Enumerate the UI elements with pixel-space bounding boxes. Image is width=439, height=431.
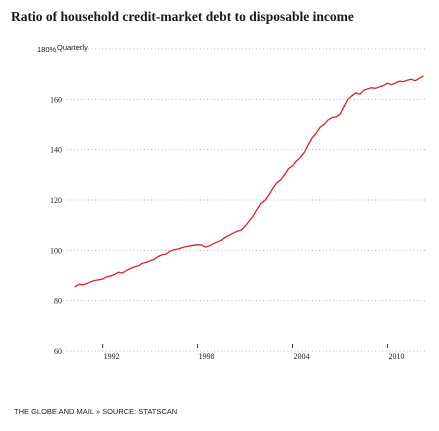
x-axis: 1992 1998 2004 2010 bbox=[102, 344, 404, 361]
x-tick-label-1998: 1998 bbox=[199, 352, 215, 361]
chart-title: Ratio of household credit-market debt to… bbox=[11, 9, 354, 24]
y-tick-label-160: 160 bbox=[50, 95, 62, 104]
gridlines bbox=[67, 48, 427, 352]
y-tick-label-80: 80 bbox=[54, 297, 62, 306]
frequency-label: Quarterly bbox=[57, 43, 88, 52]
y-axis: 60 80 100 120 140 160 180% bbox=[37, 45, 62, 356]
y-tick-label-180: 180% bbox=[37, 45, 57, 54]
x-tick-label-1992: 1992 bbox=[104, 352, 120, 361]
x-tick-label-2010: 2010 bbox=[388, 352, 404, 361]
series bbox=[74, 75, 424, 288]
y-tick-label-140: 140 bbox=[50, 146, 62, 155]
series-line-0 bbox=[74, 75, 424, 288]
y-tick-label-100: 100 bbox=[50, 246, 62, 255]
y-tick-label-60: 60 bbox=[54, 347, 62, 356]
y-tick-label-120: 120 bbox=[50, 196, 62, 205]
source-credit: THE GLOBE AND MAIL » SOURCE: STATSCAN bbox=[14, 407, 178, 416]
x-tick-label-2004: 2004 bbox=[294, 352, 310, 361]
